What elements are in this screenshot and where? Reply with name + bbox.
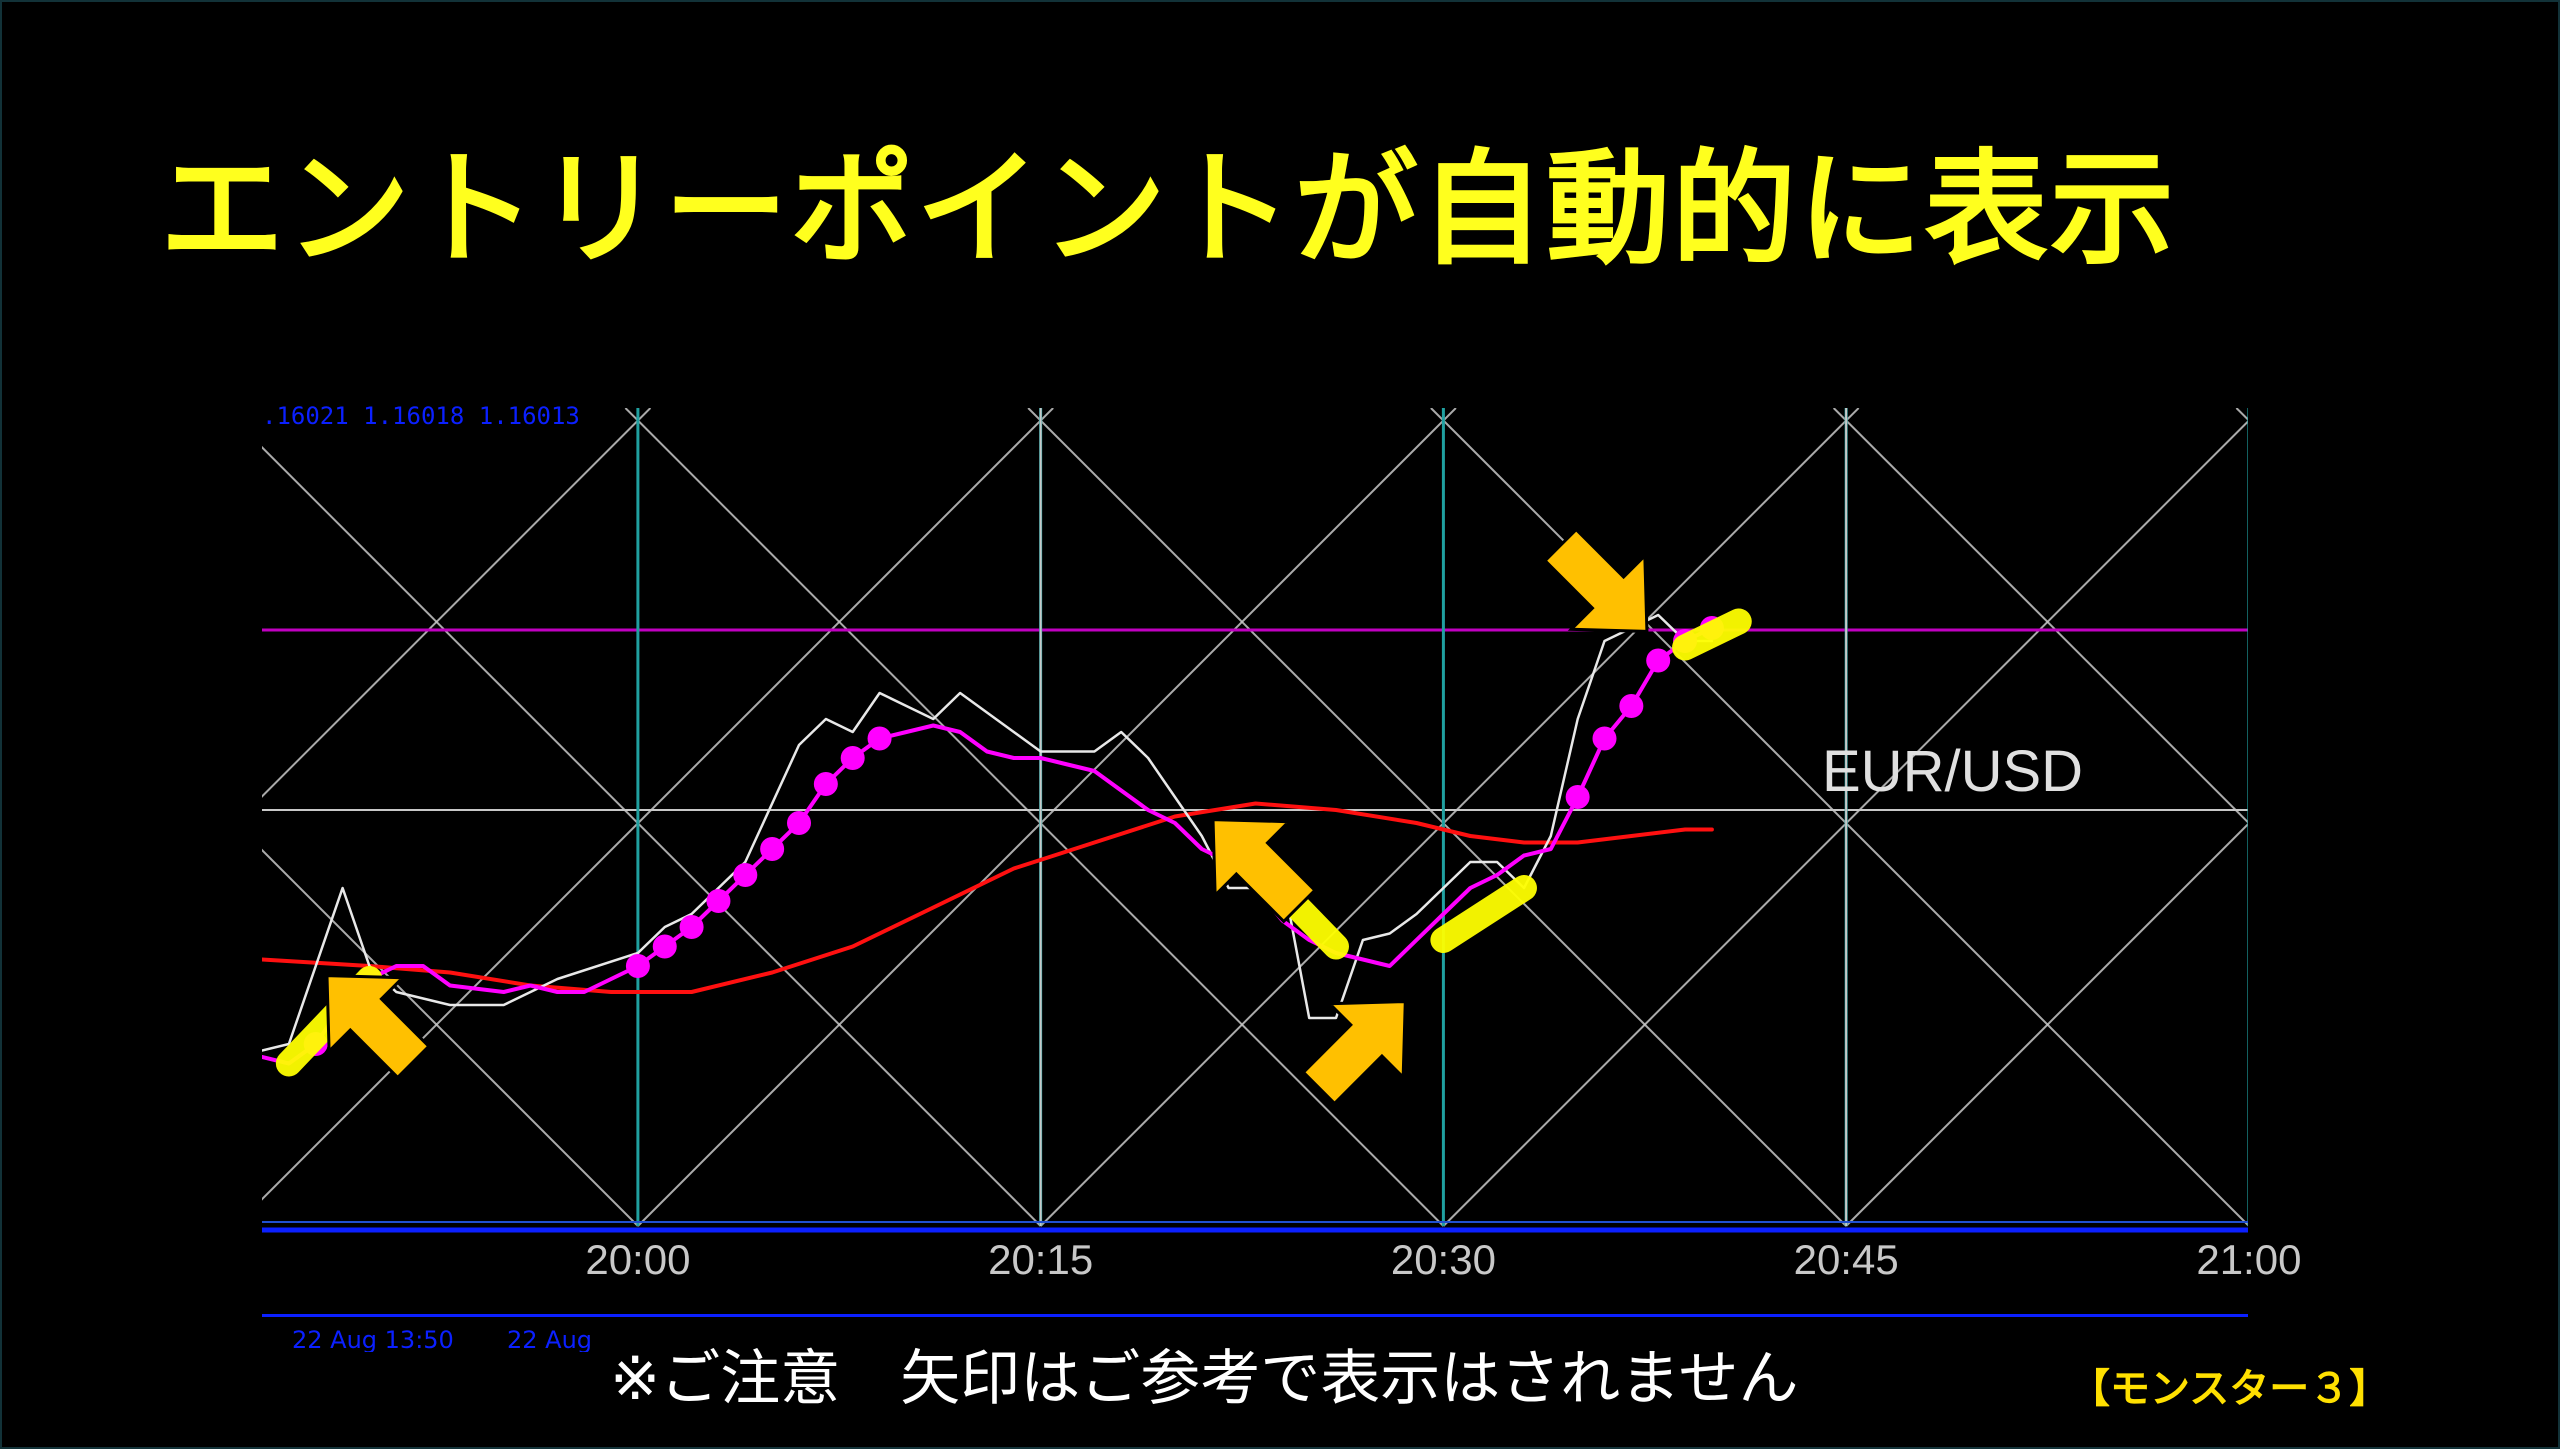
signal-dot [625,954,650,978]
disclaimer-note: ※ご注意 矢印はご参考で表示はされません [600,1330,1809,1417]
diagonal-grid-line [262,445,1042,1227]
grid-layer [262,408,2248,1233]
date-axis-line [262,1314,2248,1317]
arrow-shape [325,974,431,1080]
diagonal-grid-line [1845,822,2248,1227]
arrow-shape [1211,818,1317,924]
arrow-shape [1542,527,1649,633]
diagonal-grid-line [1430,408,2248,1227]
signal-dot [1619,694,1644,718]
page-title: エントリーポイントが自動的に表示 [160,138,2177,282]
x-tick-label: 20:45 [1793,1236,1899,1283]
signal-dot [706,889,731,913]
x-tick-label: 20:00 [585,1236,691,1283]
chart-svg [262,408,2248,1233]
entry-arrow-icon [1211,818,1317,924]
arrow-shape [1301,1000,1407,1106]
diagonal-grid-line [1832,408,2248,824]
signal-dot [679,915,704,939]
signal-dot [813,772,838,796]
diagonal-grid-line [262,848,639,1227]
signal-dot [840,746,865,770]
entry-arrow-icon [1301,1000,1407,1106]
product-tag: 【モンスター３】 [2070,1366,2390,1412]
marker-layer [325,527,1649,1106]
entry-highlight [1430,875,1537,953]
chart-area [262,408,2248,1238]
price-header: .16021 1.16018 1.16013 [262,402,580,430]
signal-dot [867,726,892,751]
x-tick-label: 21:00 [2196,1236,2302,1283]
signal-dot [1646,648,1671,673]
entry-arrow-icon [1542,527,1649,633]
diagonal-grid-line [262,408,652,798]
signal-dot [652,934,677,959]
entry-arrow-icon [325,974,431,1080]
symbol-label: EUR/USD [1822,739,2084,804]
diagonal-grid-line [637,408,1457,1227]
signal-line [262,626,1714,1066]
signal-dot [760,837,785,861]
signal-dot [1565,785,1590,809]
diagonal-grid-line [262,408,1054,1201]
moving-average-line [262,801,1714,994]
entry-highlight [1672,608,1752,661]
series-layer [262,613,1724,1066]
diagonal-grid-line [624,408,1445,1227]
date-axis-label: 22 Aug 13:50 [292,1326,454,1352]
diagonal-grid-line [1027,408,1847,1227]
signal-dot [1592,726,1617,751]
diagonal-grid-line [1442,419,2248,1227]
price-line [262,613,1714,1052]
signal-dot [733,863,758,887]
x-tick-label: 20:30 [1390,1236,1496,1283]
signal-dot [787,811,811,835]
x-tick-label: 20:15 [988,1236,1094,1283]
diagonal-grid-line [1039,408,1860,1227]
